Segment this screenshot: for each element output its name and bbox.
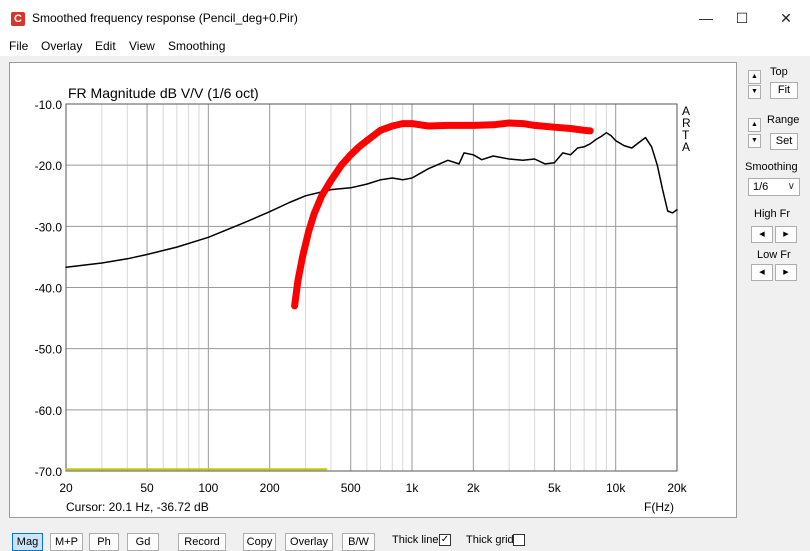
gd-button[interactable]: Gd xyxy=(127,533,159,551)
window-title: Smoothed frequency response (Pencil_deg+… xyxy=(32,11,298,25)
x-tick-label: 50 xyxy=(140,481,154,495)
y-tick-label: -70.0 xyxy=(35,465,63,479)
top-up-button[interactable]: ▲ xyxy=(748,70,761,84)
low-fr-label: Low Fr xyxy=(757,249,791,261)
x-tick-label: 20 xyxy=(59,481,73,495)
menu-view[interactable]: View xyxy=(129,39,155,53)
chart-title: FR Magnitude dB V/V (1/6 oct) xyxy=(68,85,259,101)
title-bar: C Smoothed frequency response (Pencil_de… xyxy=(0,0,810,36)
x-tick-label: 10k xyxy=(606,481,626,495)
low-fr-left-button[interactable]: ◀ xyxy=(751,264,773,281)
series-line-1 xyxy=(291,119,594,310)
smoothing-select[interactable]: 1/6 ∨ xyxy=(748,178,800,196)
high-fr-left-button[interactable]: ◀ xyxy=(751,226,773,243)
range-up-button[interactable]: ▲ xyxy=(748,118,761,132)
y-tick-label: -10.0 xyxy=(35,98,63,112)
y-tick-label: -50.0 xyxy=(35,343,63,357)
thick-line-label: Thick line xyxy=(392,534,439,546)
app-icon: C xyxy=(11,12,25,26)
top-down-button[interactable]: ▼ xyxy=(748,85,761,99)
y-tick-label: -40.0 xyxy=(35,282,63,296)
side-panel: ▲ ▼ Top Fit ▲ ▼ Range Set Smoothing 1/6 … xyxy=(740,60,810,360)
minimize-button[interactable]: — xyxy=(699,10,713,26)
maximize-button[interactable]: ☐ xyxy=(735,10,749,26)
menu-edit[interactable]: Edit xyxy=(95,39,116,53)
fit-button[interactable]: Fit xyxy=(770,82,798,99)
chevron-down-icon: ∨ xyxy=(787,181,795,192)
smoothing-value: 1/6 xyxy=(753,181,769,193)
close-button[interactable]: ✕ xyxy=(780,10,792,26)
y-tick-label: -20.0 xyxy=(35,159,63,173)
record-button[interactable]: Record xyxy=(178,533,226,551)
bottom-toolbar: Mag M+P Ph Gd Record Copy Overlay B/W Th… xyxy=(0,528,810,551)
smoothing-label: Smoothing xyxy=(745,161,798,173)
x-tick-label: 200 xyxy=(260,481,280,495)
m-plus-p-button[interactable]: M+P xyxy=(50,533,83,551)
plot-border xyxy=(65,103,678,472)
high-fr-right-button[interactable]: ▶ xyxy=(775,226,797,243)
low-fr-right-button[interactable]: ▶ xyxy=(775,264,797,281)
cursor-readout: Cursor: 20.1 Hz, -36.72 dB xyxy=(66,500,209,514)
menu-bar: File Overlay Edit View Smoothing xyxy=(0,36,810,56)
thick-line-checkbox[interactable]: ✓ xyxy=(439,534,451,546)
x-tick-label: 5k xyxy=(548,481,562,495)
set-button[interactable]: Set xyxy=(770,133,798,150)
menu-smoothing[interactable]: Smoothing xyxy=(168,39,226,53)
x-tick-label: 20k xyxy=(667,481,687,495)
x-tick-label: 500 xyxy=(341,481,361,495)
y-tick-label: -30.0 xyxy=(35,220,63,234)
menu-file[interactable]: File xyxy=(9,39,29,53)
copy-button[interactable]: Copy xyxy=(243,533,276,551)
series-line-0 xyxy=(65,131,678,269)
bw-button[interactable]: B/W xyxy=(342,533,375,551)
high-fr-label: High Fr xyxy=(754,208,791,220)
ph-button[interactable]: Ph xyxy=(89,533,119,551)
thick-grid-checkbox[interactable] xyxy=(513,534,525,546)
thick-grid-label: Thick grid xyxy=(466,534,514,546)
x-axis-label: F(Hz) xyxy=(644,500,674,514)
y-tick-label: -60.0 xyxy=(35,404,63,418)
mag-button[interactable]: Mag xyxy=(12,533,43,551)
x-tick-label: 100 xyxy=(198,481,218,495)
x-tick-label: 2k xyxy=(467,481,481,495)
overlay-button[interactable]: Overlay xyxy=(285,533,333,551)
frequency-response-chart[interactable]: -10.0 -20.0 -30.0 -40.0 -50.0 -60.0 -70.0 20 50 1… xyxy=(10,63,736,517)
top-label: Top xyxy=(770,66,788,78)
menu-overlay[interactable]: Overlay xyxy=(41,39,83,53)
plot-frame: -10.0 -20.0 -30.0 -40.0 -50.0 -60.0 -70.0 20 50 1… xyxy=(9,62,737,518)
x-tick-label: 1k xyxy=(406,481,420,495)
range-down-button[interactable]: ▼ xyxy=(748,134,761,148)
range-label: Range xyxy=(767,114,800,126)
